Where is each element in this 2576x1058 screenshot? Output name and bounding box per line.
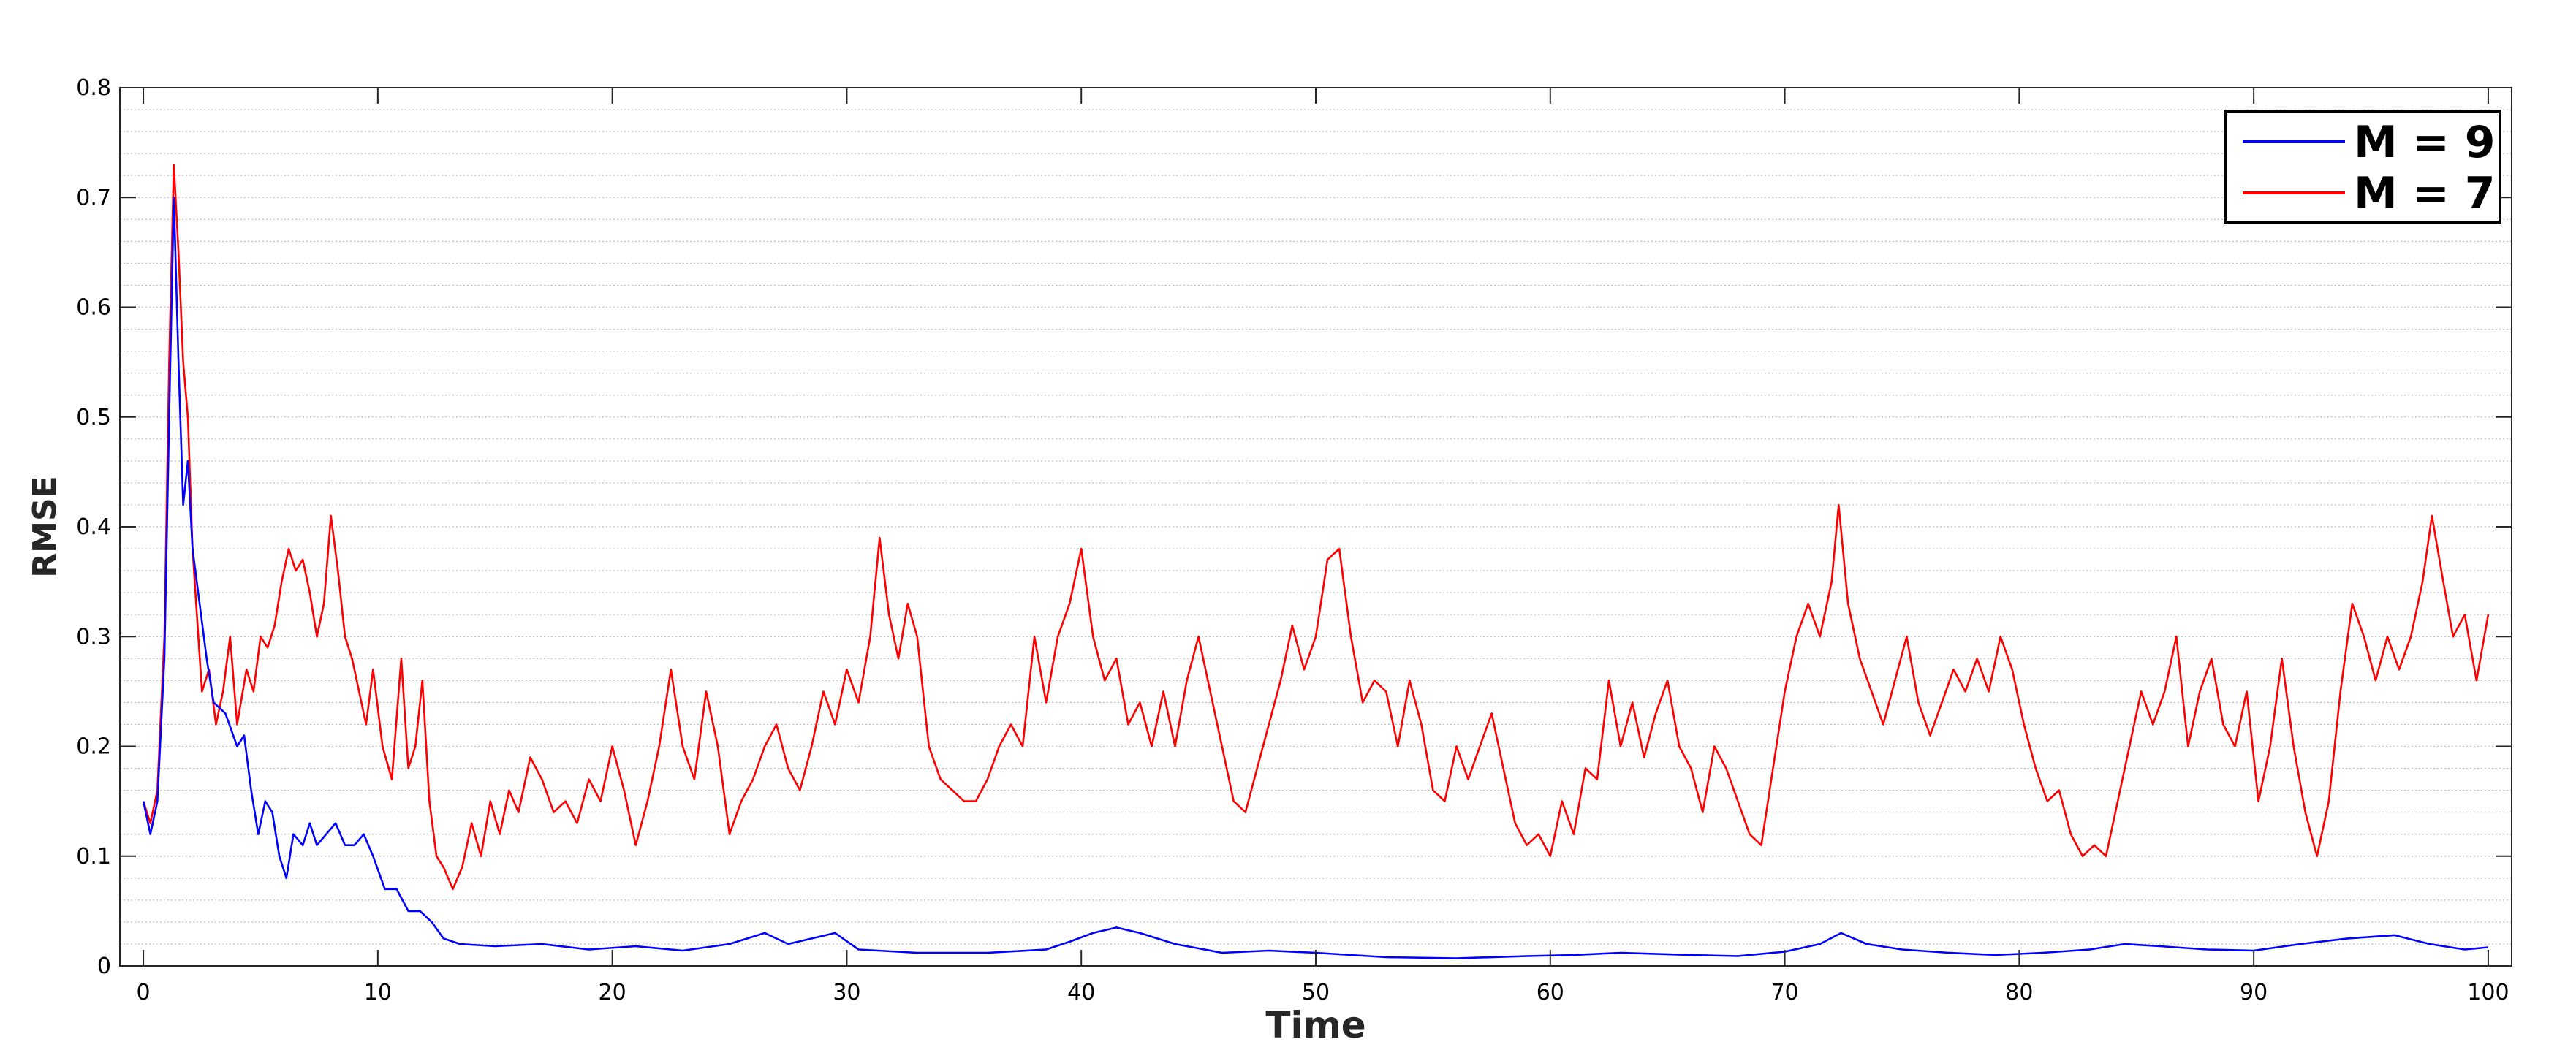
- x-tick-label: 60: [1537, 980, 1564, 1005]
- x-tick-label: 50: [1302, 980, 1330, 1005]
- y-tick-label: 0.3: [76, 624, 111, 650]
- x-tick-label: 100: [2467, 980, 2509, 1005]
- y-tick-label: 0.8: [76, 75, 111, 101]
- legend-label-m9: M = 9: [2354, 117, 2496, 168]
- y-tick-label: 0.5: [76, 405, 111, 430]
- series-line-m7: [142, 163, 2490, 891]
- axis-ticks: 0 10 20 30 40 50 60 70 80 90 100 0 0.1 0.2 0.3 0.4 0.5 0.…: [76, 75, 2512, 1005]
- x-tick-label: 40: [1067, 980, 1095, 1005]
- x-axis-title: Time: [1265, 1004, 1365, 1046]
- x-tick-label: 80: [2005, 980, 2033, 1005]
- legend: M = 9 M = 7: [2224, 110, 2501, 224]
- y-tick-label: 0.1: [76, 844, 111, 869]
- series-lines: [142, 163, 2490, 959]
- x-tick-label: 10: [364, 980, 392, 1005]
- x-tick-label: 20: [599, 980, 626, 1005]
- legend-label-m7: M = 7: [2354, 168, 2496, 219]
- y-tick-label: 0.7: [76, 185, 111, 210]
- x-tick-label: 70: [1770, 980, 1798, 1005]
- x-tick-label: 90: [2240, 980, 2268, 1005]
- legend-box: [2224, 110, 2501, 224]
- y-tick-label: 0.4: [76, 514, 111, 540]
- y-tick-label: 0.6: [76, 295, 111, 321]
- x-tick-label: 0: [137, 980, 151, 1005]
- y-tick-label: 0.2: [76, 734, 111, 760]
- y-tick-label: 0: [97, 954, 111, 979]
- x-tick-label: 30: [833, 980, 860, 1005]
- y-axis-title: RMSE: [26, 476, 64, 577]
- series-line-m9: [142, 197, 2489, 959]
- grid-lines: [120, 109, 2512, 945]
